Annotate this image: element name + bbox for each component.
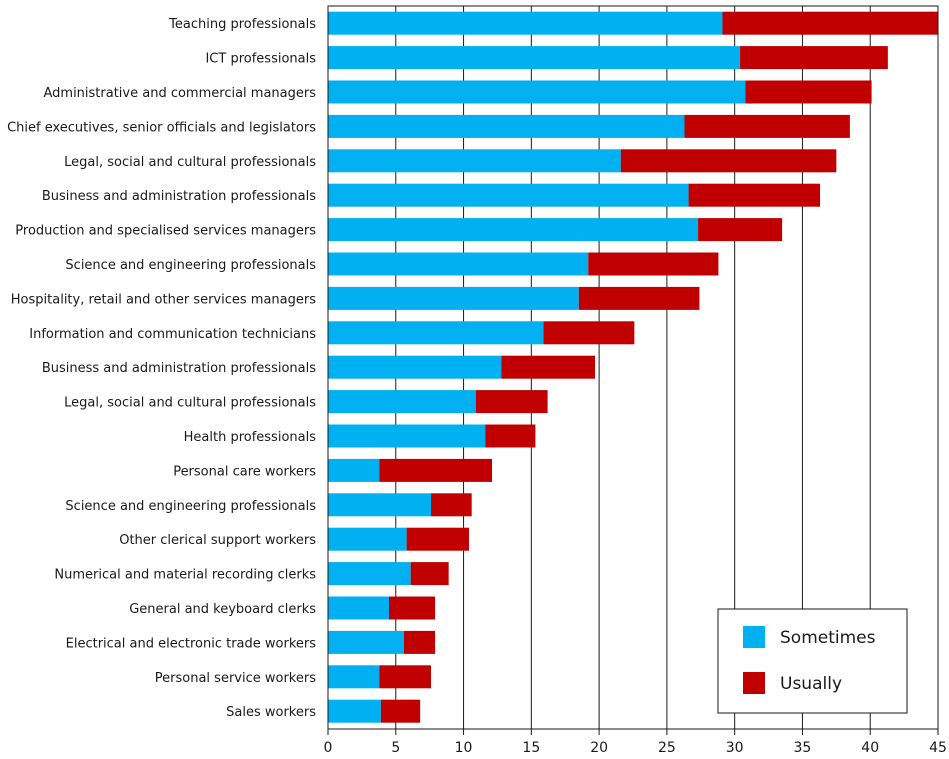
bar-sometimes-17 xyxy=(328,596,389,620)
bar-sometimes-16 xyxy=(328,562,411,586)
legend-label-sometimes: Sometimes xyxy=(780,628,876,648)
legend-swatch-sometimes xyxy=(743,626,765,648)
category-label-20: Sales workers xyxy=(226,705,316,720)
bar-usually-10 xyxy=(501,355,596,379)
bar-usually-1 xyxy=(740,46,888,70)
tick-label-30: 30 xyxy=(726,740,744,756)
category-label-16: Numerical and material recording clerks xyxy=(54,568,316,583)
category-label-18: Electrical and electronic trade workers xyxy=(66,636,317,651)
tick-label-0: 0 xyxy=(324,740,333,756)
bar-usually-6 xyxy=(698,218,783,242)
bar-usually-20 xyxy=(380,699,421,723)
category-label-15: Other clerical support workers xyxy=(119,533,316,548)
bar-sometimes-18 xyxy=(328,630,404,654)
tick-label-25: 25 xyxy=(658,740,676,756)
bar-sometimes-4 xyxy=(328,149,621,173)
category-label-14: Science and engineering professionals xyxy=(65,499,316,514)
bar-usually-15 xyxy=(406,527,469,551)
bar-usually-18 xyxy=(403,630,436,654)
bar-sometimes-20 xyxy=(328,699,381,723)
bar-sometimes-19 xyxy=(328,665,380,689)
x-axis-ticks: 0 5 10 15 20 25 30 35 40 45 xyxy=(324,729,947,756)
bar-usually-9 xyxy=(543,321,635,345)
bar-usually-7 xyxy=(588,252,719,276)
category-label-17: General and keyboard clerks xyxy=(129,602,316,617)
bar-sometimes-8 xyxy=(328,286,579,310)
bar-sometimes-14 xyxy=(328,493,432,517)
legend-label-usually: Usually xyxy=(780,674,842,694)
bar-usually-3 xyxy=(684,114,850,138)
bar-usually-14 xyxy=(431,493,472,517)
bar-sometimes-12 xyxy=(328,424,486,448)
tick-label-20: 20 xyxy=(590,740,608,756)
bar-sometimes-9 xyxy=(328,321,544,345)
bar-sometimes-7 xyxy=(328,252,589,276)
bar-sometimes-13 xyxy=(328,458,380,482)
category-label-5: Business and administration professional… xyxy=(42,189,316,204)
category-label-13: Personal care workers xyxy=(173,464,316,479)
category-labels: Teaching professionals ICT professionals A… xyxy=(7,17,316,720)
bar-sometimes-1 xyxy=(328,46,741,70)
category-label-4: Legal, social and cultural professionals xyxy=(64,155,316,170)
bar-sometimes-11 xyxy=(328,390,476,414)
bar-usually-17 xyxy=(389,596,436,620)
bar-usually-11 xyxy=(475,390,548,414)
bar-usually-12 xyxy=(485,424,536,448)
tick-label-10: 10 xyxy=(455,740,473,756)
legend: Sometimes Usually xyxy=(717,608,908,714)
bar-usually-4 xyxy=(620,149,837,173)
tick-label-45: 45 xyxy=(929,740,947,756)
category-label-11: Legal, social and cultural professionals xyxy=(64,396,316,411)
category-label-0: Teaching professionals xyxy=(168,17,316,32)
bar-usually-13 xyxy=(379,458,493,482)
bar-usually-2 xyxy=(745,80,872,104)
bar-sometimes-3 xyxy=(328,114,685,138)
bar-usually-5 xyxy=(688,183,821,207)
tick-label-15: 15 xyxy=(522,740,540,756)
category-label-2: Administrative and commercial managers xyxy=(43,86,316,101)
bar-usually-16 xyxy=(410,562,449,586)
bar-usually-19 xyxy=(379,665,432,689)
category-label-12: Health professionals xyxy=(184,430,317,445)
tick-label-5: 5 xyxy=(391,740,400,756)
bar-sometimes-10 xyxy=(328,355,502,379)
bar-sometimes-2 xyxy=(328,80,746,104)
category-label-19: Personal service workers xyxy=(155,671,316,686)
tick-label-35: 35 xyxy=(794,740,812,756)
bar-sometimes-15 xyxy=(328,527,407,551)
legend-box xyxy=(717,608,908,714)
bar-usually-0 xyxy=(722,11,938,35)
bar-sometimes-5 xyxy=(328,183,689,207)
category-label-6: Production and specialised services mana… xyxy=(15,224,316,239)
category-label-9: Information and communication technician… xyxy=(29,327,316,342)
tick-label-40: 40 xyxy=(861,740,879,756)
bars xyxy=(328,11,938,723)
category-label-10: Business and administration professional… xyxy=(42,361,316,376)
bar-sometimes-0 xyxy=(328,11,723,35)
bar-usually-8 xyxy=(578,286,700,310)
bar-sometimes-6 xyxy=(328,218,699,242)
category-label-8: Hospitality, retail and other services m… xyxy=(11,292,316,307)
legend-swatch-usually xyxy=(743,672,765,694)
plot-frame xyxy=(327,5,939,730)
category-label-1: ICT professionals xyxy=(205,52,316,67)
category-label-3: Chief executives, senior officials and l… xyxy=(7,120,316,135)
category-label-7: Science and engineering professionals xyxy=(65,258,316,273)
